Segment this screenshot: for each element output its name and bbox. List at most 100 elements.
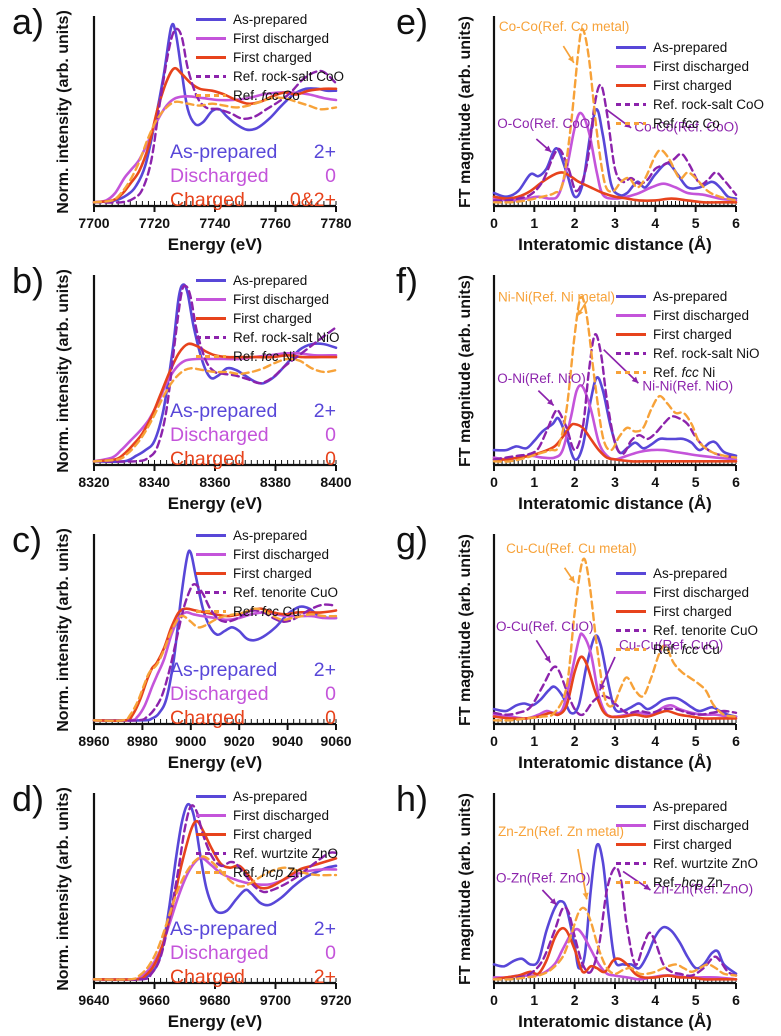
- x-tick-d-9720: 9720: [320, 992, 351, 1008]
- valence-state: Discharged: [170, 683, 269, 705]
- dashed-line-swatch: [196, 852, 226, 855]
- legend-item-first-charged: First charged: [616, 325, 760, 344]
- legend-item-ref-rock-salt-nio: Ref. rock-salt NiO: [196, 328, 340, 347]
- x-tick-g-4: 4: [651, 733, 659, 749]
- annotation-arrowhead: [568, 575, 575, 583]
- panel-a: a) Norm. intensity (arb. units) 7700 7720 77…: [0, 0, 390, 259]
- x-tick-b-8400: 8400: [320, 474, 351, 490]
- legend-label: First charged: [233, 311, 312, 326]
- y-axis-label-d: Norm. intensity (arb. units): [55, 787, 72, 991]
- y-axis-label-h: FT magnitude (arb. units): [457, 793, 474, 985]
- valence-row-charged: Charged 0: [170, 706, 336, 730]
- valence-value: 2+: [313, 659, 336, 681]
- legend-item-ref-fcc-ni: Ref. fcc Ni: [196, 347, 340, 366]
- panel-h: h) FT magnitude (arb. units) 0 1 2 3 4 5 6 Intera…: [390, 777, 780, 1036]
- dashed-line-swatch: [196, 871, 226, 874]
- dashed-line-swatch: [616, 371, 646, 374]
- series-f-ref-metal: [492, 295, 738, 463]
- x-tick-f-0: 0: [490, 474, 498, 490]
- valence-value: 0: [325, 165, 336, 187]
- legend-label: Ref. hcp Zn: [233, 865, 303, 880]
- annotation-arrowhead: [582, 892, 589, 900]
- y-axis-label-f: FT magnitude (arb. units): [457, 275, 474, 467]
- legend-label: First discharged: [653, 308, 750, 323]
- x-tick-h-6: 6: [732, 992, 740, 1008]
- valence-value: 0&2+: [289, 189, 336, 211]
- x-tick-g-6: 6: [732, 733, 740, 749]
- series-c-ref-metal: [92, 607, 338, 722]
- x-tick-g-2: 2: [571, 733, 579, 749]
- legend-label: Ref. wurtzite ZnO: [653, 856, 759, 871]
- valence-state: Discharged: [170, 942, 269, 964]
- legend-label: As-prepared: [233, 528, 308, 543]
- annotation-arrowhead: [631, 376, 639, 384]
- x-tick-h-1: 1: [530, 992, 538, 1008]
- legend-label: First charged: [233, 50, 312, 65]
- dashed-line-swatch: [616, 629, 646, 632]
- legend-item-as-prepared: As-prepared: [616, 797, 758, 816]
- line-swatch: [616, 610, 646, 613]
- panel-letter-d: d): [12, 778, 45, 819]
- legend-item-first-charged: First charged: [616, 76, 764, 95]
- line-swatch: [196, 37, 226, 40]
- valence-value: 2+: [313, 918, 336, 940]
- panel-letter-e: e): [396, 1, 429, 42]
- x-tick-c-8960: 8960: [78, 733, 109, 749]
- x-tick-e-0: 0: [490, 215, 498, 231]
- panel-letter-f: f): [396, 260, 418, 301]
- legend-item-first-charged: First charged: [196, 825, 338, 844]
- legend-d: As-prepared First discharged First charged…: [196, 787, 338, 882]
- oxidation-state-annotations-b: As-prepared 2+ Discharged 0 Charged 0: [170, 399, 336, 471]
- legend-label: As-prepared: [233, 273, 308, 288]
- x-tick-h-4: 4: [651, 992, 659, 1008]
- legend-item-as-prepared: As-prepared: [616, 38, 764, 57]
- x-tick-c-9000: 9000: [175, 733, 206, 749]
- x-tick-a-7700: 7700: [78, 215, 109, 231]
- panel-letter-g: g): [396, 519, 429, 560]
- series-a-ref-oxide: [92, 27, 338, 204]
- annotation-arrowhead: [599, 683, 606, 691]
- legend-item-first-discharged: First discharged: [196, 545, 338, 564]
- panel-c: c) Norm. intensity (arb. units) 8960 8980 90…: [0, 518, 390, 777]
- legend-label: First charged: [653, 327, 732, 342]
- x-tick-e-5: 5: [692, 215, 700, 231]
- valence-row-charged: Charged 2+: [170, 965, 336, 989]
- annotation-f-o-ni-ref-nio: O-Ni(Ref. NiO): [497, 371, 586, 386]
- legend-label: Ref. rock-salt CoO: [233, 69, 345, 84]
- legend-label: As-prepared: [653, 799, 728, 814]
- legend-item-first-discharged: First discharged: [616, 583, 758, 602]
- valence-row-as-prepared: As-prepared 2+: [170, 917, 336, 941]
- x-tick-f-4: 4: [651, 474, 659, 490]
- annotation-arrowhead: [577, 309, 584, 317]
- x-axis-label-e: Interatomic distance (Å): [518, 235, 712, 254]
- valence-row-charged: Charged 0: [170, 447, 336, 471]
- y-axis-label-a: Norm. intensity (arb. units): [55, 10, 72, 214]
- oxidation-state-annotations-c: As-prepared 2+ Discharged 0 Charged 0: [170, 658, 336, 730]
- series-a-ref-metal: [92, 96, 338, 204]
- x-tick-e-6: 6: [732, 215, 740, 231]
- legend-item-first-charged: First charged: [196, 48, 344, 67]
- line-swatch: [616, 333, 646, 336]
- series-g-ref-metal: [492, 557, 738, 722]
- x-axis-label-b: Energy (eV): [168, 494, 262, 513]
- series-b-charged: [92, 342, 338, 463]
- line-swatch: [196, 572, 226, 575]
- legend-item-ref-tenorite-cuo: Ref. tenorite CuO: [616, 621, 758, 640]
- dashed-line-swatch: [616, 352, 646, 355]
- line-swatch: [196, 56, 226, 59]
- legend-label: Ref. tenorite CuO: [653, 623, 759, 638]
- plot-h: 0 1 2 3 4 5 6 Interatomic distance (Å) Zn-Zn(Ref…: [490, 793, 753, 1031]
- x-tick-h-0: 0: [490, 992, 498, 1008]
- dashed-line-swatch: [616, 648, 646, 651]
- x-tick-b-8320: 8320: [78, 474, 109, 490]
- legend-label: Ref. wurtzite ZnO: [233, 846, 339, 861]
- line-swatch: [616, 314, 646, 317]
- annotation-arrowhead: [549, 898, 557, 905]
- plot-d: 9640 9660 9680 9700 9720 Energy (eV): [78, 793, 352, 1031]
- legend-h: As-prepared First discharged First charged…: [616, 797, 758, 892]
- valence-value: 0: [325, 424, 336, 446]
- x-tick-e-4: 4: [651, 215, 659, 231]
- x-tick-a-7780: 7780: [320, 215, 351, 231]
- annotation-g-cu-cu-ref-cu-metal: Cu-Cu(Ref. Cu metal): [506, 541, 637, 556]
